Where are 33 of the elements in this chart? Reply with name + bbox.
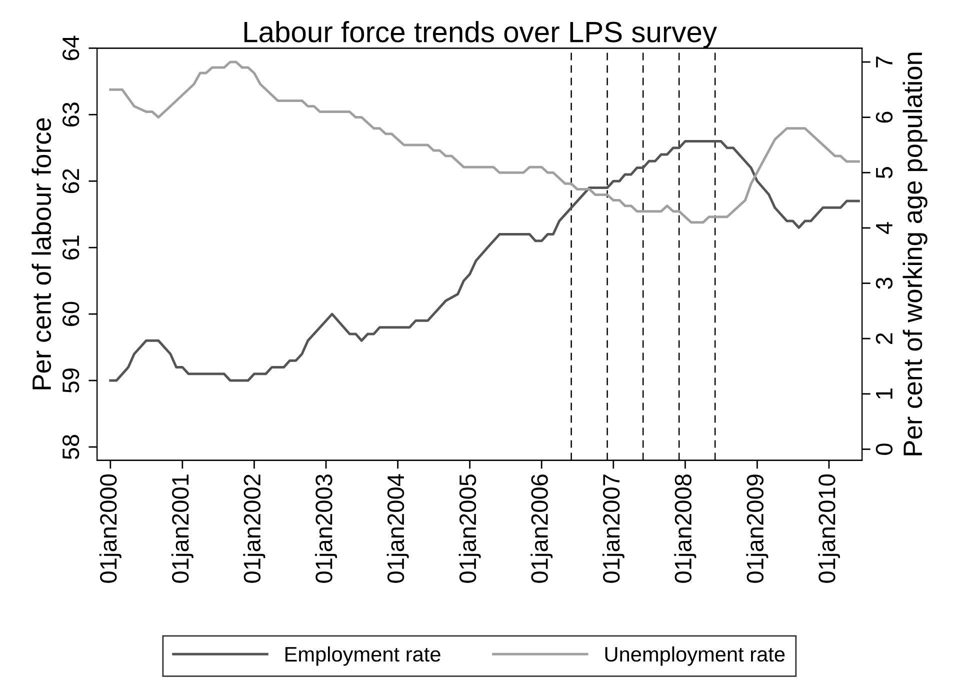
x-tick-label: 01jan2006 (530, 474, 553, 583)
y-tick-label: 59 (62, 368, 80, 393)
x-tick-label: 01jan2005 (458, 474, 481, 583)
y-tick-label: 63 (62, 102, 80, 127)
y2-tick-label: 3 (876, 278, 893, 289)
x-tick-label: 01jan2002 (243, 474, 266, 583)
x-tick-label: 01jan2009 (746, 474, 768, 583)
x-tick-label: 01jan2007 (602, 474, 624, 583)
x-tick-label: 01jan2004 (386, 474, 409, 583)
chart-title: Labour force trends over LPS survey (244, 20, 717, 48)
y-tick-label: 62 (62, 169, 80, 194)
y-tick-label: 61 (62, 236, 80, 260)
x-tick-label: 01jan2008 (674, 474, 696, 583)
y-tick-label: 58 (62, 434, 80, 460)
y-tick-label: 64 (62, 36, 80, 60)
y2-tick-label: 2 (876, 333, 892, 344)
legend-label: Employment rate (285, 646, 440, 666)
line-series (109, 60, 860, 224)
y2-tick-label: 5 (876, 167, 893, 178)
y2-tick-label: 1 (876, 388, 892, 399)
y-axis-title: Per cent of labour force (32, 118, 52, 390)
y2-tick-label: 7 (876, 56, 892, 68)
line-series (109, 140, 860, 382)
y2-tick-label: 6 (876, 112, 893, 123)
y2-tick-label: 4 (876, 222, 892, 234)
x-tick-label: 01jan2001 (171, 474, 194, 583)
y-tick-label: 60 (62, 302, 80, 326)
x-tick-label: 01jan2003 (314, 474, 338, 583)
legend-label: Unemployment rate (605, 646, 785, 666)
y2-axis-title: Per cent of working age population (902, 52, 928, 456)
x-tick-label: 01jan2010 (818, 474, 840, 583)
y2-tick-label: 0 (876, 444, 893, 455)
x-tick-label: 01jan2000 (99, 474, 122, 583)
